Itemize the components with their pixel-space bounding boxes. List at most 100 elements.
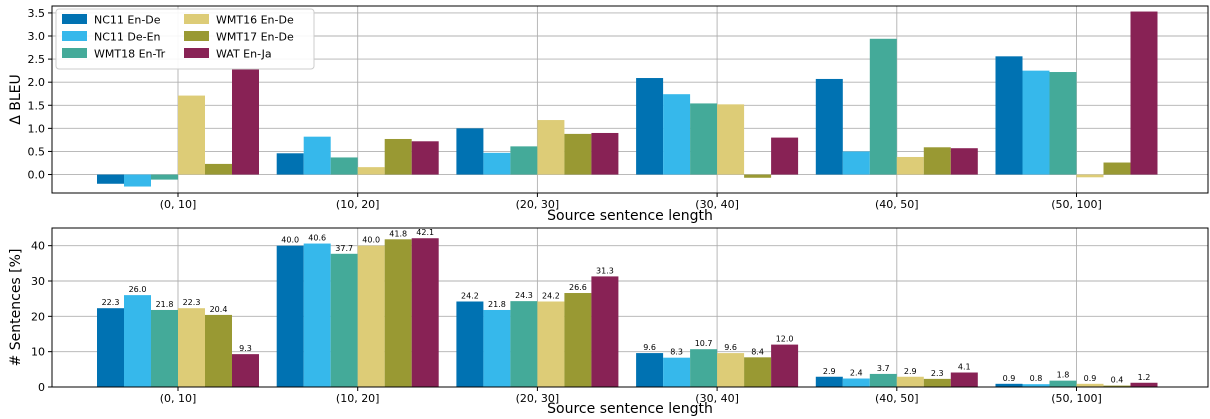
bar <box>1076 174 1104 178</box>
data-label: 8.3 <box>670 348 683 357</box>
bar <box>995 383 1023 387</box>
legend: NC11 En-De NC11 De-En WMT18 En-Tr WMT16 En-… <box>55 8 315 70</box>
data-label: 2.4 <box>850 369 863 378</box>
bar <box>663 94 691 175</box>
legend-entry: WMT17 En-De <box>216 31 294 44</box>
data-label: 2.3 <box>931 369 944 378</box>
bar <box>205 314 232 387</box>
data-label: 2.9 <box>823 367 836 376</box>
data-label: 21.8 <box>156 300 174 309</box>
bar <box>384 239 412 387</box>
bar <box>690 103 718 175</box>
bar <box>771 344 799 387</box>
legend-swatch <box>184 31 209 41</box>
bar <box>510 301 538 387</box>
x-tick-label: (40, 50] <box>875 392 919 405</box>
bar <box>869 38 897 175</box>
y-tick-label: 3.0 <box>28 30 46 43</box>
data-label: 31.3 <box>596 266 614 275</box>
bar <box>456 301 484 387</box>
x-tick-label: (10, 20] <box>336 392 380 405</box>
x-axis-label: Source sentence length <box>547 401 713 417</box>
bar <box>483 152 511 175</box>
data-label: 8.4 <box>751 347 764 356</box>
data-label: 40.0 <box>281 236 299 245</box>
y-axis-label: # Sentences [%] <box>8 249 24 367</box>
x-axis-label: Source sentence length <box>547 208 713 224</box>
y-tick-label: 0 <box>38 381 45 394</box>
bar <box>205 163 232 175</box>
x-tick-label: (0, 10] <box>160 198 197 211</box>
bar <box>411 238 439 387</box>
bar <box>303 243 331 387</box>
legend-swatch <box>184 14 209 24</box>
legend-swatch <box>62 14 87 24</box>
data-label: 4.1 <box>958 363 971 372</box>
bar <box>357 245 385 387</box>
bar <box>330 253 358 387</box>
data-label: 42.1 <box>416 228 434 237</box>
data-label: 2.9 <box>904 367 917 376</box>
bar <box>690 349 718 387</box>
bar <box>591 132 619 175</box>
data-label: 40.0 <box>362 236 380 245</box>
bar <box>1103 162 1131 175</box>
x-tick-label: (50, 100] <box>1051 392 1102 405</box>
bar <box>950 372 978 387</box>
bar <box>411 141 439 175</box>
legend-entry: WMT16 En-De <box>216 14 294 27</box>
data-label: 9.6 <box>643 343 656 352</box>
bar <box>276 153 304 175</box>
data-label: 0.9 <box>1084 374 1097 383</box>
data-label: 37.7 <box>335 244 353 253</box>
legend-swatch <box>62 31 87 41</box>
bar <box>744 357 772 387</box>
bar <box>151 174 178 180</box>
bar <box>995 56 1023 175</box>
bar <box>771 137 799 175</box>
bar <box>923 378 951 387</box>
bar <box>564 293 592 387</box>
data-label: 0.4 <box>1111 376 1124 385</box>
bar <box>456 128 484 175</box>
data-label: 40.6 <box>308 234 326 243</box>
plot-frame <box>51 5 1209 194</box>
data-label: 20.4 <box>210 305 228 314</box>
x-tick-label: (20, 30] <box>516 392 560 405</box>
y-tick-label: 2.0 <box>28 76 46 89</box>
y-axis-label: Δ BLEU <box>8 74 24 125</box>
legend-swatch <box>184 48 209 58</box>
bar <box>510 146 538 175</box>
bar <box>1049 380 1077 387</box>
sentence-share-chart: 0 10 20 30 40 22.3 40.0 24.2 9.6 2.9 0.9 26.0 40.6 21… <box>8 227 1209 417</box>
bar <box>330 157 358 175</box>
data-label: 21.8 <box>488 300 506 309</box>
bar <box>232 69 259 175</box>
y-tick-label: 0.5 <box>28 145 46 158</box>
y-tick-label: 20 <box>31 310 45 323</box>
data-label: 26.6 <box>569 283 587 292</box>
legend-entry: WAT En-Ja <box>216 48 272 61</box>
bar <box>97 308 124 387</box>
y-tick-label: 0.0 <box>28 169 46 182</box>
x-tick-label: (30, 40] <box>695 198 739 211</box>
y-tick-label: 1.5 <box>28 99 46 112</box>
data-label: 0.9 <box>1003 374 1016 383</box>
bar <box>1130 11 1158 175</box>
bar <box>1022 70 1050 175</box>
data-label: 24.2 <box>542 291 560 300</box>
x-tick-label: (50, 100] <box>1051 198 1102 211</box>
bar <box>636 353 664 387</box>
bar <box>1049 72 1077 175</box>
y-tick-label: 40 <box>31 240 45 253</box>
y-tick-label: 1.0 <box>28 122 46 135</box>
bar <box>178 95 205 175</box>
bar <box>815 376 843 387</box>
legend-entry: NC11 De-En <box>94 31 161 44</box>
bar <box>744 174 772 178</box>
data-label: 41.8 <box>389 229 407 238</box>
x-tick-label: (0, 10] <box>160 392 197 405</box>
x-tick-label: (30, 40] <box>695 392 739 405</box>
bar <box>896 376 924 387</box>
data-label: 12.0 <box>776 335 794 344</box>
